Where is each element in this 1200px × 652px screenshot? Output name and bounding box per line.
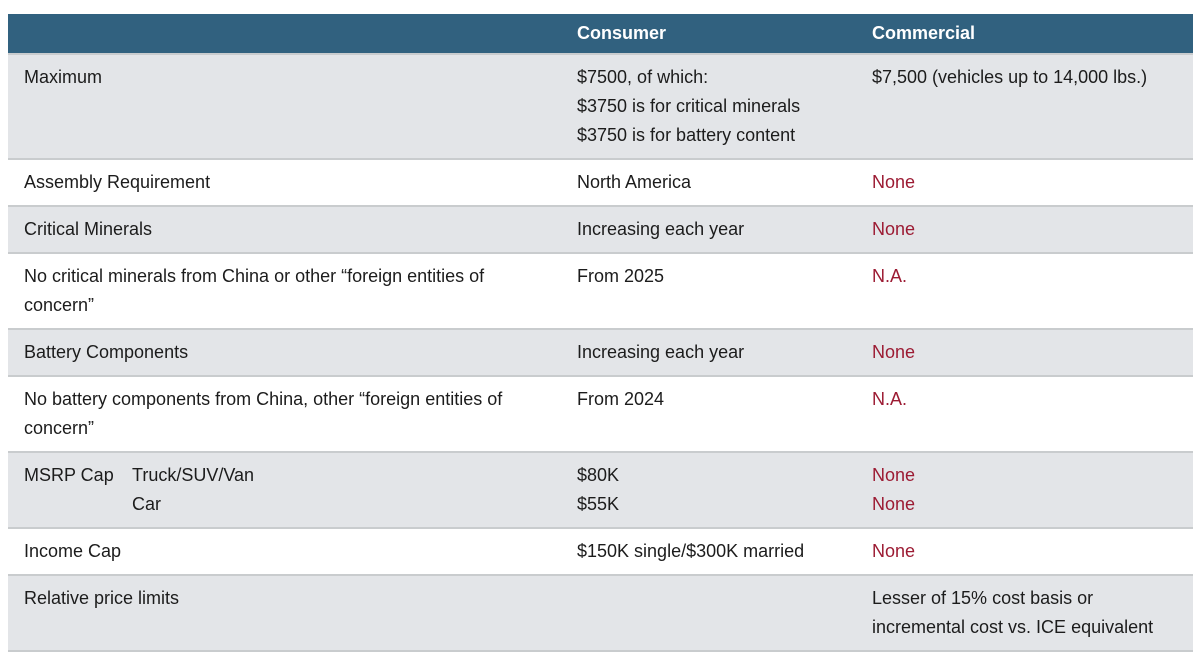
commercial-cell: None xyxy=(856,330,1193,375)
consumer-cell: $7500, of which: $3750 is for critical m… xyxy=(561,55,856,158)
commercial-cell: N.A. xyxy=(856,377,1193,451)
consumer-value: $3750 is for critical minerals xyxy=(577,96,801,116)
row-label-cell: Battery Components xyxy=(8,330,561,375)
consumer-value: $7500, of which: xyxy=(577,67,709,87)
commercial-cell: $7,500 (vehicles up to 14,000 lbs.) xyxy=(856,55,1193,158)
consumer-cell: $150K single/$300K married xyxy=(561,529,856,574)
row-label: Battery Components xyxy=(24,342,189,362)
column-header-commercial: Commercial xyxy=(872,23,976,43)
consumer-cell: $80K $55K xyxy=(561,453,856,527)
commercial-value: None xyxy=(872,494,916,514)
commercial-value: None xyxy=(872,342,916,362)
row-label-cell: Critical Minerals xyxy=(8,207,561,252)
row-label: Maximum xyxy=(24,67,103,87)
table-row: No battery components from China, other … xyxy=(8,375,1193,451)
commercial-value: N.A. xyxy=(872,389,908,409)
row-label: No battery components from China, other … xyxy=(24,389,503,438)
commercial-cell: N.A. xyxy=(856,254,1193,328)
consumer-cell: Increasing each year xyxy=(561,330,856,375)
consumer-cell: From 2025 xyxy=(561,254,856,328)
commercial-cell: Lesser of 15% cost basis or incremental … xyxy=(856,576,1193,650)
consumer-value: Increasing each year xyxy=(577,219,745,239)
column-header-consumer: Consumer xyxy=(577,23,667,43)
row-label: No critical minerals from China or other… xyxy=(24,266,485,315)
row-sublabel: Truck/SUV/Van xyxy=(132,465,255,485)
consumer-value: Increasing each year xyxy=(577,342,745,362)
table-row: Assembly Requirement North America None xyxy=(8,158,1193,205)
consumer-value: From 2024 xyxy=(577,389,665,409)
row-label: MSRP Cap xyxy=(24,465,114,485)
commercial-value: N.A. xyxy=(872,266,908,286)
table-row: MSRP Cap Truck/SUV/Van Car $80K $55K Non… xyxy=(8,451,1193,527)
commercial-cell: None xyxy=(856,160,1193,205)
commercial-cell: None xyxy=(856,207,1193,252)
table-row: Critical Minerals Increasing each year N… xyxy=(8,205,1193,252)
row-label-cell: No critical minerals from China or other… xyxy=(8,254,561,328)
table-row: Maximum $7500, of which: $3750 is for cr… xyxy=(8,53,1193,158)
commercial-value: incremental cost vs. ICE equivalent xyxy=(872,617,1154,637)
row-label: Assembly Requirement xyxy=(24,172,211,192)
header-empty-cell xyxy=(8,14,561,53)
row-label-cell: Maximum xyxy=(8,55,561,158)
consumer-value: $150K single/$300K married xyxy=(577,541,805,561)
row-label-cell: No battery components from China, other … xyxy=(8,377,561,451)
commercial-cell: None xyxy=(856,529,1193,574)
row-label-cell: Relative price limits xyxy=(8,576,561,650)
commercial-value: None xyxy=(872,172,916,192)
table-row: No critical minerals from China or other… xyxy=(8,252,1193,328)
row-label-cell: Income Cap xyxy=(8,529,561,574)
consumer-cell: North America xyxy=(561,160,856,205)
comparison-table: Consumer Commercial Maximum $7500, of wh… xyxy=(8,14,1193,652)
row-sublabel: Car xyxy=(132,494,162,514)
consumer-value: North America xyxy=(577,172,692,192)
commercial-value: None xyxy=(872,465,916,485)
row-label: Critical Minerals xyxy=(24,219,153,239)
consumer-value: $80K xyxy=(577,465,620,485)
consumer-cell xyxy=(561,576,856,650)
commercial-value: $7,500 (vehicles up to 14,000 lbs.) xyxy=(872,67,1148,87)
table-row: Battery Components Increasing each year … xyxy=(8,328,1193,375)
consumer-value: From 2025 xyxy=(577,266,665,286)
consumer-value: $55K xyxy=(577,494,620,514)
consumer-cell: Increasing each year xyxy=(561,207,856,252)
table-row: Relative price limits Lesser of 15% cost… xyxy=(8,574,1193,650)
consumer-cell: From 2024 xyxy=(561,377,856,451)
commercial-value: Lesser of 15% cost basis or xyxy=(872,588,1094,608)
consumer-value: $3750 is for battery content xyxy=(577,125,796,145)
row-label-cell: Assembly Requirement xyxy=(8,160,561,205)
row-label-cell: MSRP Cap Truck/SUV/Van Car xyxy=(8,453,561,527)
table-row: Income Cap $150K single/$300K married No… xyxy=(8,527,1193,574)
commercial-value: None xyxy=(872,219,916,239)
row-label: Income Cap xyxy=(24,541,122,561)
row-sublabels: Truck/SUV/Van Car xyxy=(132,461,254,519)
commercial-cell: None None xyxy=(856,453,1193,527)
row-label: Relative price limits xyxy=(24,588,180,608)
commercial-value: None xyxy=(872,541,916,561)
table-header-row: Consumer Commercial xyxy=(8,14,1193,53)
